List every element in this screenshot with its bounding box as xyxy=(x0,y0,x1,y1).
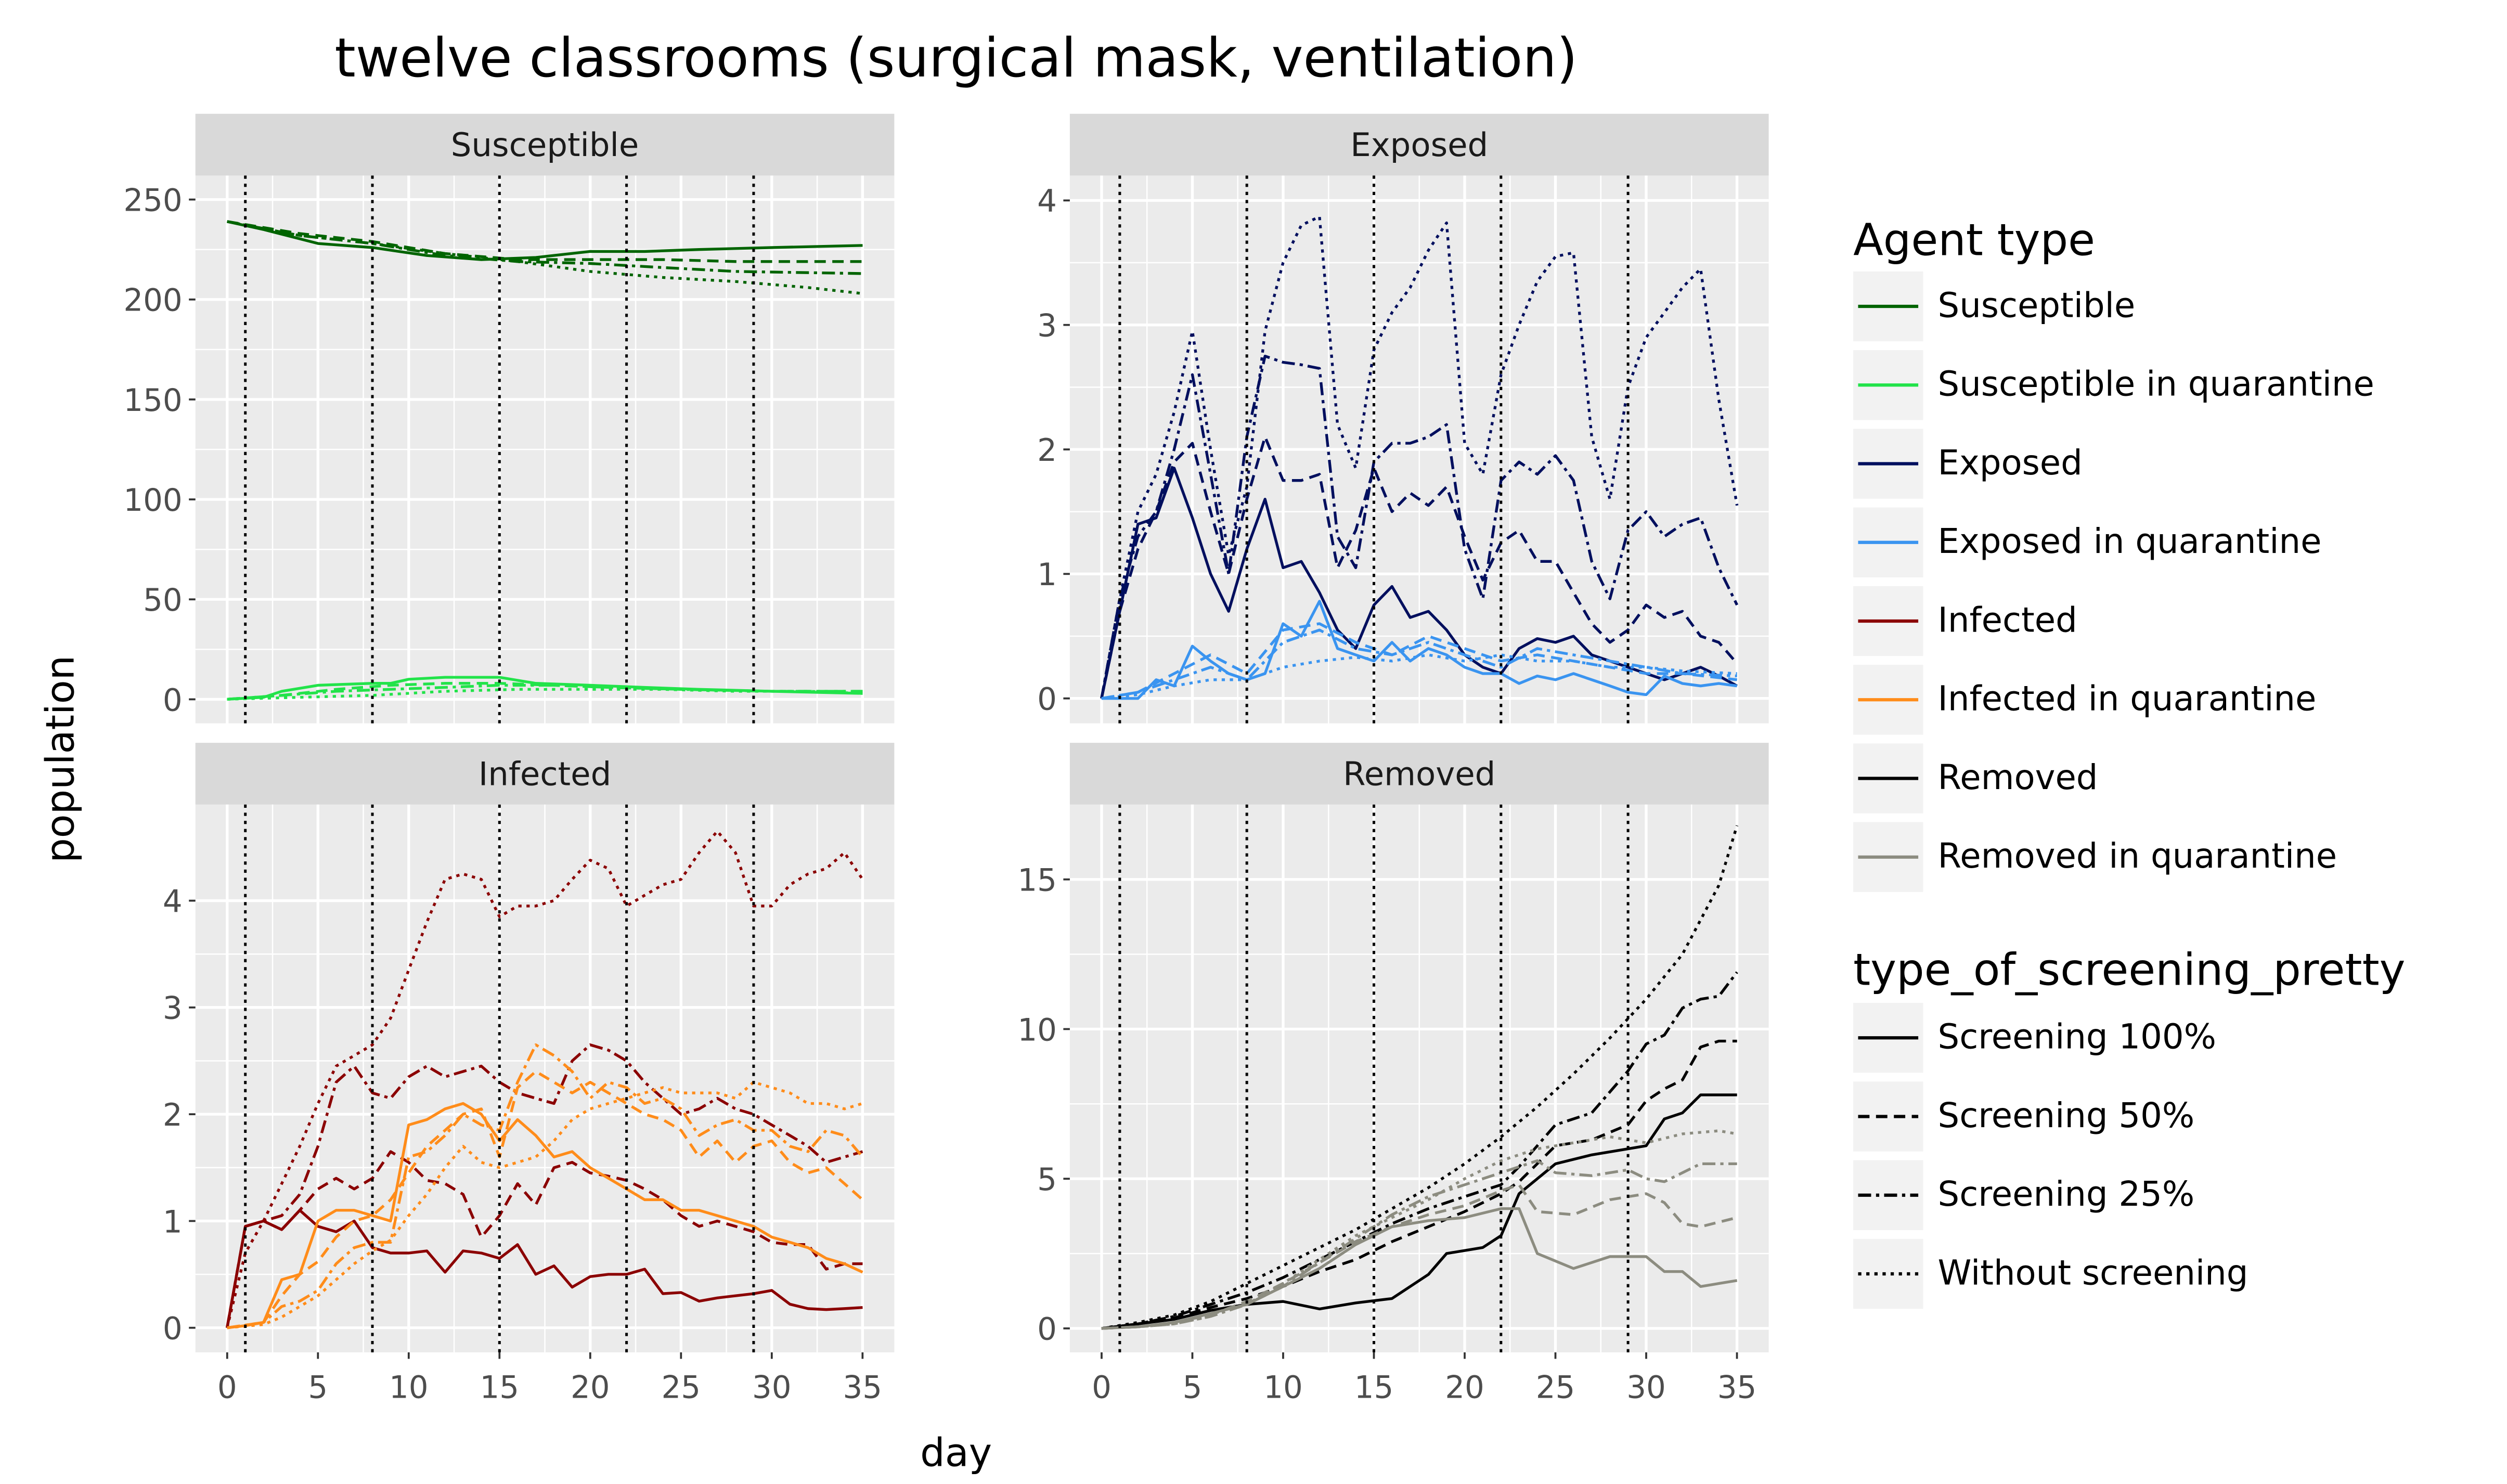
y-tick-label: 0 xyxy=(1037,682,1057,718)
facet-strip xyxy=(195,113,895,176)
series-line xyxy=(226,830,864,1328)
legend: Agent type Susceptible Susceptible in quar… xyxy=(1853,215,2406,1309)
facet-strip xyxy=(1069,743,1769,805)
y-tick-label: 0 xyxy=(163,682,183,718)
legend-label: Screening 100% xyxy=(1938,1017,2216,1057)
series-line xyxy=(1100,355,1739,699)
y-tick-label: 0 xyxy=(1037,1312,1057,1348)
series-line xyxy=(227,1102,863,1330)
legend-key xyxy=(1853,1238,1923,1309)
y-tick-label: 100 xyxy=(123,483,182,519)
x-tick-label: 0 xyxy=(1092,1370,1112,1405)
legend-label: Removed in quarantine xyxy=(1938,836,2337,876)
series-line xyxy=(227,688,863,701)
series-line xyxy=(1101,1129,1738,1330)
series-line xyxy=(227,683,863,701)
series-line xyxy=(1100,435,1738,699)
facet-susceptible: Susceptible 0 50 100 150 200 250 xyxy=(123,113,895,724)
y-tick-label: 2 xyxy=(1037,433,1057,469)
facet-strip xyxy=(1069,113,1769,176)
y-tick-label: 3 xyxy=(163,991,183,1027)
x-tick-label: 35 xyxy=(1717,1370,1757,1405)
x-tick-label: 5 xyxy=(308,1370,328,1405)
legend-label: Screening 25% xyxy=(1938,1175,2195,1214)
facet-panels: Susceptible050100150200250Exposed01234In… xyxy=(123,113,1769,1405)
legend-label: Removed xyxy=(1938,758,2098,797)
series-line xyxy=(226,1150,863,1328)
y-tick-label: 50 xyxy=(143,583,183,618)
legend-label: Susceptible xyxy=(1938,286,2136,325)
facet-removed: Removed 0 5 10 15 0 5 10 15 20 25 30 35 xyxy=(1017,743,1769,1405)
y-axis-label: population xyxy=(37,655,83,863)
y-tick-label: 4 xyxy=(163,884,183,920)
x-axis-label: day xyxy=(920,1430,992,1476)
y-tick-label: 10 xyxy=(1017,1012,1057,1048)
x-tick-label: 15 xyxy=(1354,1370,1394,1405)
legend-label: Infected in quarantine xyxy=(1938,679,2317,719)
series-line xyxy=(1101,600,1737,700)
series-line xyxy=(1101,653,1737,700)
x-tick-label: 20 xyxy=(1445,1370,1484,1405)
x-tick-label: 15 xyxy=(480,1370,520,1405)
y-tick-label: 5 xyxy=(1037,1162,1057,1198)
series-line xyxy=(1101,628,1737,700)
series-line xyxy=(1101,622,1737,700)
x-tick-label: 20 xyxy=(571,1370,610,1405)
x-tick-label: 25 xyxy=(662,1370,701,1405)
series-line xyxy=(227,1043,864,1330)
series-line xyxy=(1101,971,1738,1330)
series-line xyxy=(227,682,863,701)
y-tick-label: 1 xyxy=(163,1204,183,1240)
x-tick-label: 35 xyxy=(843,1370,883,1405)
x-tick-label: 25 xyxy=(1536,1370,1575,1405)
y-tick-label: 1 xyxy=(1037,557,1057,593)
x-tick-label: 30 xyxy=(1626,1370,1666,1405)
y-tick-label: 0 xyxy=(163,1311,183,1347)
legend-label: Infected xyxy=(1938,600,2077,640)
x-tick-label: 5 xyxy=(1183,1370,1203,1405)
y-tick-label: 200 xyxy=(123,283,182,319)
legend-label: Exposed xyxy=(1938,443,2083,483)
facet-strip-label: Infected xyxy=(479,755,611,793)
series-line xyxy=(227,1070,864,1330)
y-tick-label: 3 xyxy=(1037,308,1057,344)
series-line xyxy=(1101,825,1739,1330)
x-tick-label: 10 xyxy=(389,1370,429,1405)
y-tick-label: 15 xyxy=(1017,863,1057,899)
x-tick-label: 10 xyxy=(1263,1370,1303,1405)
series-line xyxy=(227,220,863,263)
series-line xyxy=(1101,1207,1738,1330)
facet-strip-label: Removed xyxy=(1343,755,1495,793)
y-tick-label: 250 xyxy=(123,183,182,218)
legend-title-agent-type: Agent type xyxy=(1853,215,2095,266)
facet-strip xyxy=(195,743,895,805)
facet-strip-label: Exposed xyxy=(1350,126,1488,164)
series-line xyxy=(227,220,863,261)
y-tick-label: 4 xyxy=(1037,184,1057,220)
legend-label: Exposed in quarantine xyxy=(1938,522,2322,561)
series-line xyxy=(226,1209,863,1328)
legend-label: Susceptible in quarantine xyxy=(1938,365,2374,404)
y-tick-label: 2 xyxy=(163,1098,183,1133)
facet-exposed: Exposed 0 1 2 3 4 xyxy=(1037,113,1769,724)
legend-label: Screening 50% xyxy=(1938,1096,2195,1135)
facet-infected: Infected 0 1 2 3 4 0 5 10 15 20 25 30 35 xyxy=(163,743,895,1405)
series-line xyxy=(227,1080,863,1330)
series-line xyxy=(1101,1039,1737,1330)
y-tick-label: 150 xyxy=(123,383,182,419)
legend-label: Without screening xyxy=(1938,1253,2248,1293)
x-tick-label: 30 xyxy=(752,1370,792,1405)
legend-title-screening: type_of_screening_pretty xyxy=(1853,945,2406,996)
chart-title: twelve classrooms (surgical mask, ventil… xyxy=(334,27,1578,89)
facet-strip-label: Susceptible xyxy=(451,126,639,164)
x-tick-label: 0 xyxy=(217,1370,237,1405)
